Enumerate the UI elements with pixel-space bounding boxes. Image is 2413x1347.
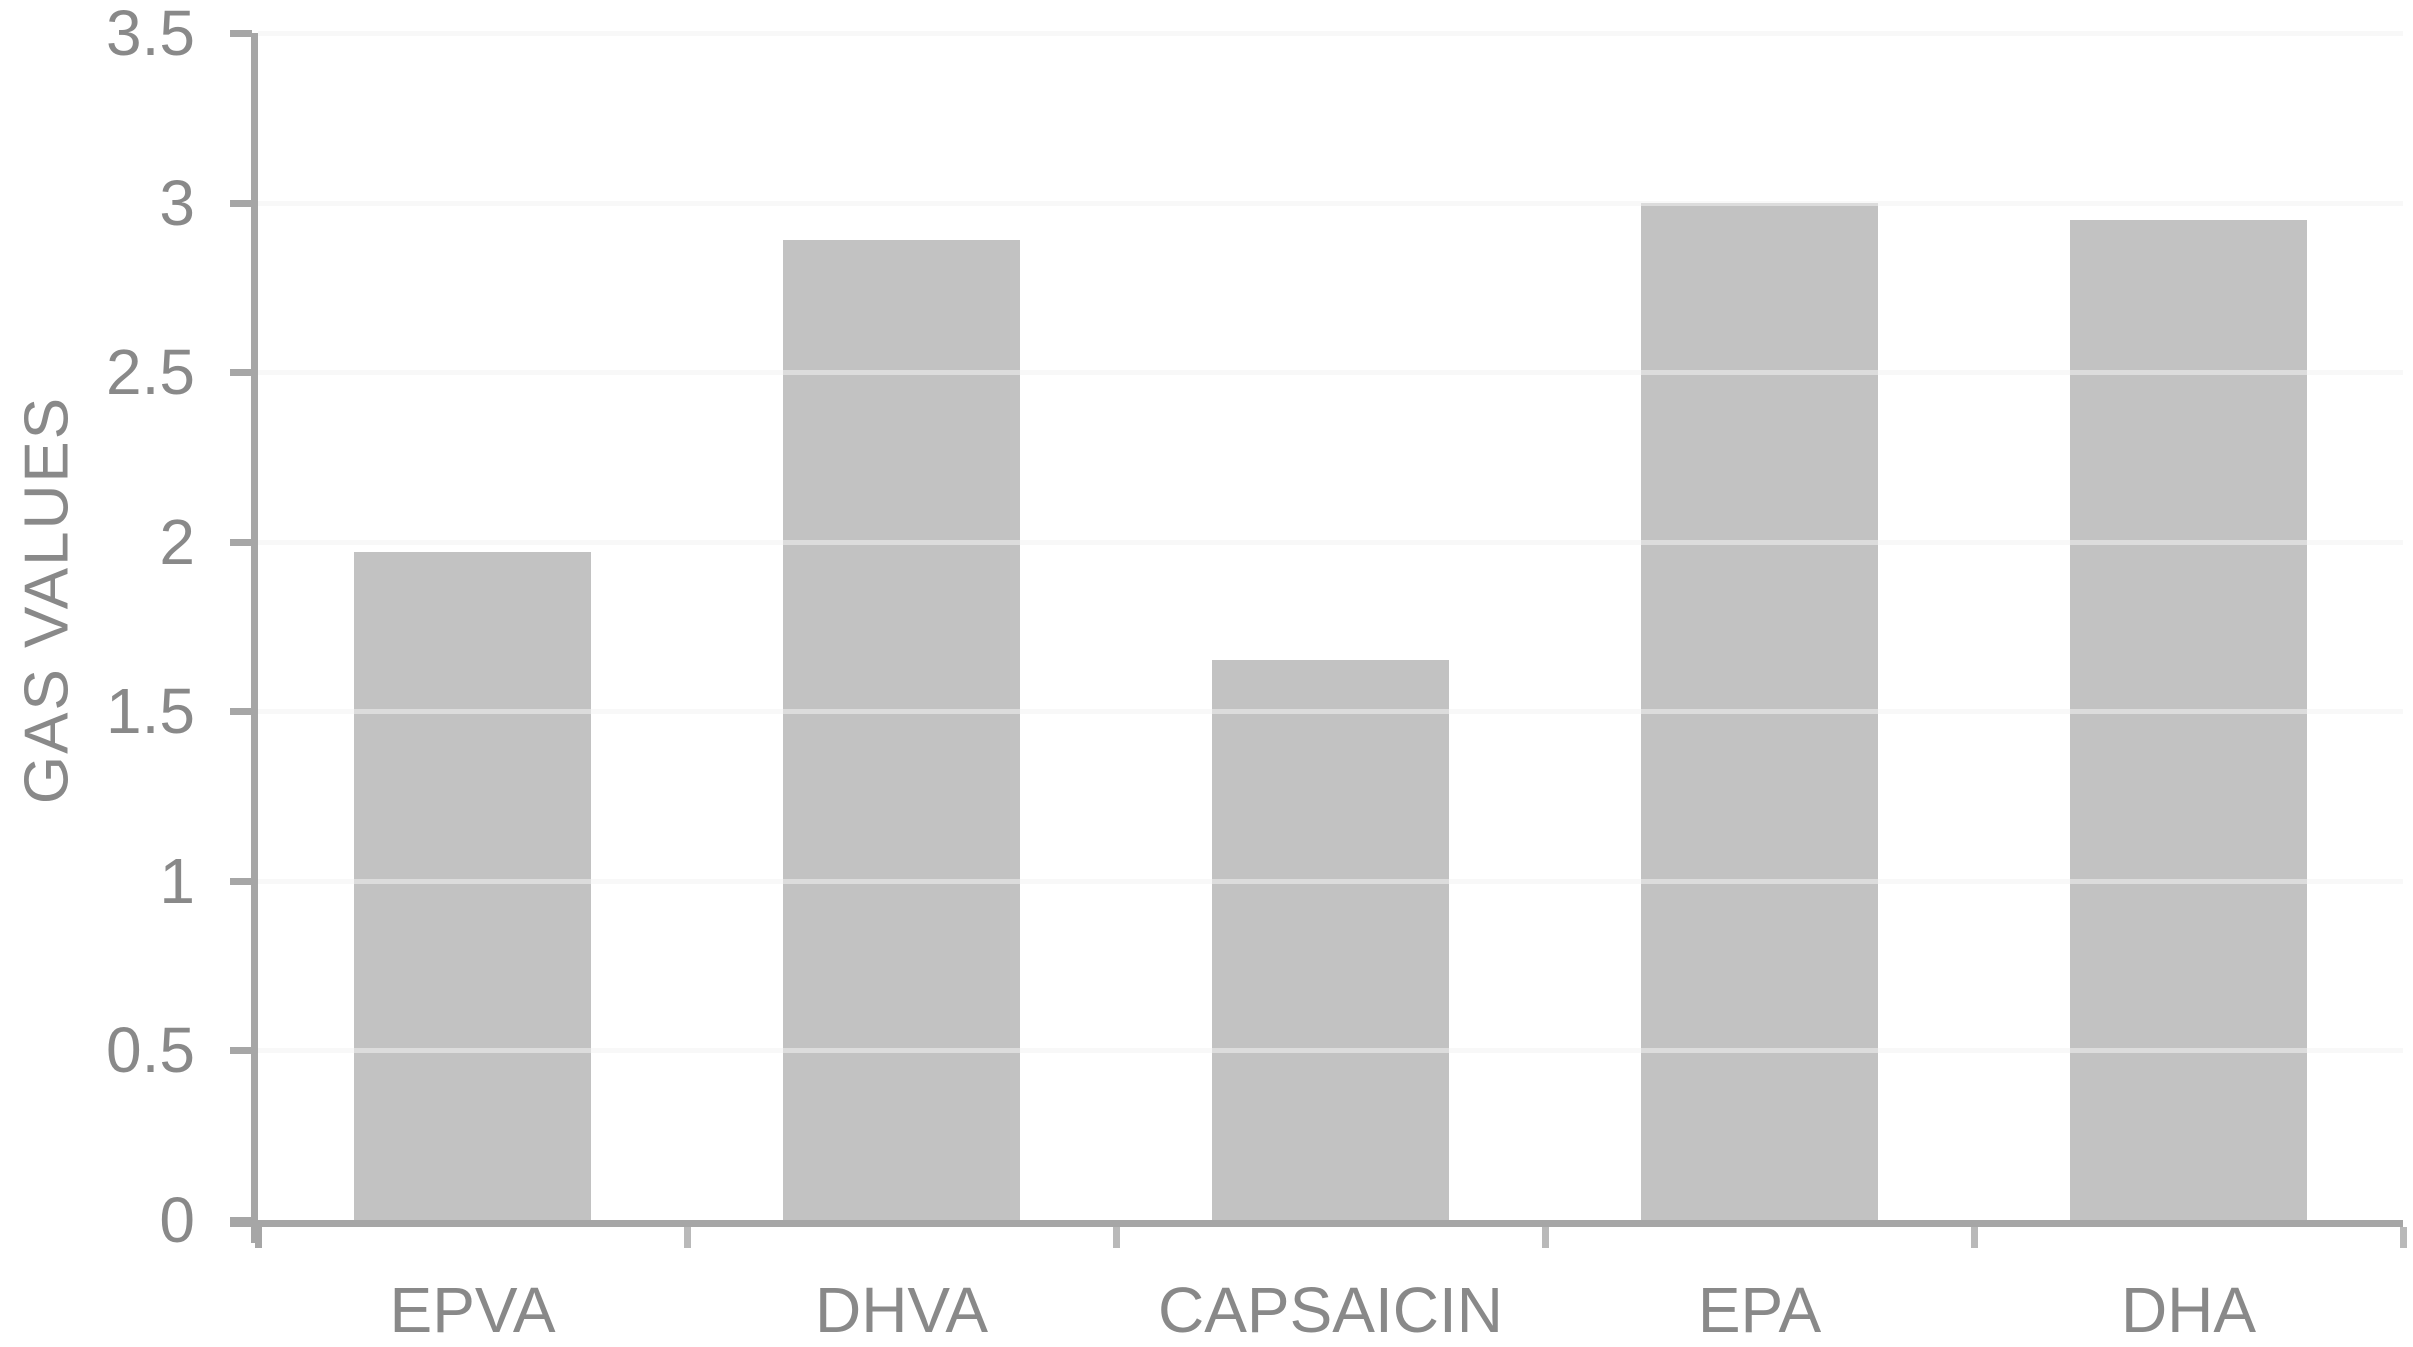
- y-tick-label: 0: [159, 1184, 195, 1256]
- y-tick-label: 3: [159, 167, 195, 239]
- y-tick-mark: [230, 708, 252, 715]
- y-tick-mark: [230, 878, 252, 885]
- gridline: [258, 879, 2403, 884]
- x-tick-mark: [1113, 1227, 1120, 1248]
- bar-dha: [2070, 220, 2307, 1220]
- bar-dhva: [783, 240, 1020, 1220]
- y-tick-label: 3.5: [106, 0, 195, 69]
- x-tick-mark: [684, 1227, 691, 1248]
- y-tick-label: 2.5: [106, 336, 195, 408]
- category-label-dhva: DHVA: [814, 1274, 989, 1346]
- y-tick-mark: [230, 539, 252, 546]
- gridline: [258, 709, 2403, 714]
- y-tick-mark: [230, 369, 252, 376]
- bar-capsaicin: [1212, 660, 1449, 1220]
- y-tick-mark: [230, 1047, 252, 1054]
- y-tick-label: 2: [159, 506, 195, 578]
- gridline: [258, 540, 2403, 545]
- gridline: [258, 370, 2403, 375]
- gridline: [258, 201, 2403, 206]
- x-tick-mark: [255, 1227, 262, 1248]
- category-label-capsaicin: CAPSAICIN: [1158, 1274, 1503, 1346]
- y-tick-mark: [230, 200, 252, 207]
- x-tick-mark: [1542, 1227, 1549, 1248]
- category-label-dha: DHA: [2120, 1274, 2257, 1346]
- y-tick-label: 1: [159, 845, 195, 917]
- bar-epva: [354, 552, 591, 1220]
- x-axis-line: [230, 1220, 2403, 1227]
- y-axis-line: [251, 33, 258, 1243]
- x-tick-mark: [1971, 1227, 1978, 1248]
- x-tick-mark: [2400, 1227, 2407, 1248]
- category-label-epva: EPVA: [389, 1274, 556, 1346]
- category-label-epa: EPA: [1697, 1274, 1822, 1346]
- y-tick-label: 1.5: [106, 675, 195, 747]
- y-tick-label: 0.5: [106, 1014, 195, 1086]
- gridline: [258, 1048, 2403, 1053]
- y-tick-mark: [230, 30, 252, 37]
- gridline: [258, 31, 2403, 36]
